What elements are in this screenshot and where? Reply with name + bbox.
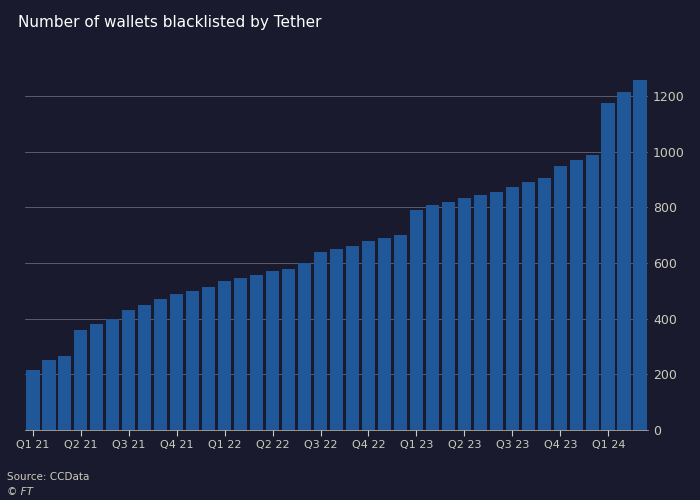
- Bar: [74, 330, 88, 430]
- Bar: [538, 178, 551, 430]
- Bar: [410, 210, 424, 430]
- Bar: [362, 241, 375, 430]
- Bar: [266, 272, 279, 430]
- Bar: [298, 263, 312, 430]
- Bar: [106, 318, 120, 430]
- Bar: [378, 238, 391, 430]
- Bar: [186, 291, 199, 430]
- Bar: [442, 202, 455, 430]
- Bar: [202, 286, 216, 430]
- Bar: [585, 154, 599, 430]
- Bar: [330, 249, 343, 430]
- Bar: [458, 198, 471, 430]
- Bar: [250, 276, 263, 430]
- Bar: [154, 299, 167, 430]
- Bar: [90, 324, 104, 430]
- Bar: [393, 235, 407, 430]
- Bar: [554, 166, 567, 429]
- Bar: [138, 304, 151, 430]
- Text: Source: CCData: Source: CCData: [7, 472, 90, 482]
- Bar: [570, 160, 583, 430]
- Bar: [314, 252, 328, 430]
- Bar: [426, 204, 439, 430]
- Text: © FT: © FT: [7, 487, 33, 497]
- Bar: [170, 294, 183, 430]
- Bar: [489, 192, 503, 430]
- Bar: [218, 281, 232, 430]
- Bar: [474, 195, 487, 430]
- Bar: [42, 360, 55, 430]
- Bar: [505, 186, 519, 430]
- Bar: [634, 80, 647, 430]
- Bar: [601, 104, 615, 430]
- Bar: [617, 92, 631, 429]
- Bar: [522, 182, 535, 430]
- Bar: [234, 278, 247, 430]
- Bar: [346, 246, 359, 430]
- Bar: [122, 310, 135, 430]
- Bar: [58, 356, 71, 430]
- Bar: [281, 268, 295, 430]
- Text: Number of wallets blacklisted by Tether: Number of wallets blacklisted by Tether: [18, 15, 322, 30]
- Bar: [26, 370, 39, 430]
